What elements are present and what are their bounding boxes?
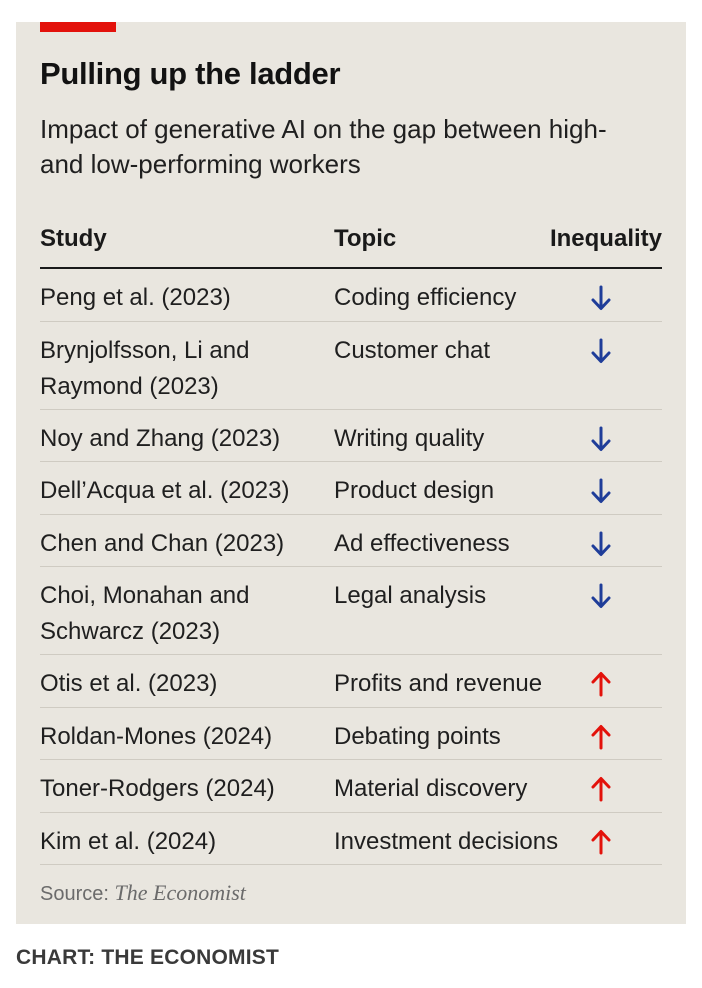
table-row: Chen and Chan (2023) Ad effectiveness (40, 515, 662, 567)
chart-subtitle: Impact of generative AI on the gap betwe… (40, 114, 607, 179)
study-cell: Peng et al. (2023) (40, 284, 231, 311)
arrow-down-icon (588, 581, 614, 611)
arrow-down-icon (588, 424, 614, 454)
study-cell: Kim et al. (2024) (40, 827, 217, 855)
arrow-down-icon (588, 283, 614, 313)
studies-table: Study Topic Inequality Peng et al. (2023… (40, 218, 662, 865)
table-row: Toner-Rodgers (2024) Material discovery (40, 760, 662, 813)
arrow-down-icon (588, 476, 614, 506)
arrow-up-icon (588, 827, 614, 857)
chart-card: Pulling up the ladder Impact of generati… (16, 22, 686, 924)
column-header-topic: Topic (334, 225, 397, 252)
column-header-study: Study (40, 225, 107, 252)
table-row: Peng et al. (2023) Coding efficiency (40, 269, 662, 322)
topic-cell: Writing quality (334, 424, 485, 452)
study-cell: Otis et al. (2023) (40, 670, 218, 697)
table-row: Noy and Zhang (2023) Writing quality (40, 410, 662, 462)
study-cell: Dell’Acqua et al. (2023) (40, 477, 290, 504)
arrow-up-icon (588, 722, 614, 752)
study-cell: Toner-Rodgers (2024) (40, 775, 275, 802)
column-header-inequality: Inequality (549, 225, 662, 252)
arrow-up-icon (588, 669, 614, 699)
study-cell: Noy and Zhang (2023) (40, 424, 281, 452)
chart-title: Pulling up the ladder (40, 56, 341, 91)
topic-cell: Debating points (334, 722, 501, 750)
table-body: Peng et al. (2023) Coding efficiency Brynj… (40, 269, 662, 865)
brand-red-bar (40, 22, 116, 32)
topic-cell: Customer chat (334, 336, 491, 364)
source-name: The Economist (114, 880, 246, 905)
arrow-down-icon (588, 529, 614, 559)
chart-credit: CHART: THE ECONOMIST (16, 946, 279, 969)
table-row: Brynjolfsson, Li and Raymond (2023) Custo… (40, 322, 662, 410)
topic-cell: Material discovery (334, 775, 528, 802)
topic-cell: Legal analysis (334, 582, 487, 609)
topic-cell: Product design (334, 477, 495, 504)
source-label: Source: (40, 883, 109, 905)
arrow-down-icon (588, 336, 614, 366)
study-cell: Choi, Monahan and Schwarcz (2023) (40, 582, 250, 645)
arrow-up-icon (588, 774, 614, 804)
table-row: Kim et al. (2024) Investment decisions (40, 813, 662, 865)
topic-cell: Profits and revenue (334, 670, 543, 697)
study-cell: Roldan-Mones (2024) (40, 722, 273, 750)
source-note: Source: The Economist (40, 880, 246, 906)
topic-cell: Investment decisions (334, 827, 559, 855)
table-row: Roldan-Mones (2024) Debating points (40, 708, 662, 760)
table-row: Choi, Monahan and Schwarcz (2023) Legal a… (40, 567, 662, 655)
table-row: Otis et al. (2023) Profits and revenue (40, 655, 662, 708)
table-header: Study Topic Inequality (40, 218, 662, 269)
table-row: Dell’Acqua et al. (2023) Product design (40, 462, 662, 515)
topic-cell: Ad effectiveness (334, 529, 510, 557)
study-cell: Chen and Chan (2023) (40, 529, 285, 557)
topic-cell: Coding efficiency (334, 284, 517, 311)
study-cell: Brynjolfsson, Li and Raymond (2023) (40, 336, 250, 400)
